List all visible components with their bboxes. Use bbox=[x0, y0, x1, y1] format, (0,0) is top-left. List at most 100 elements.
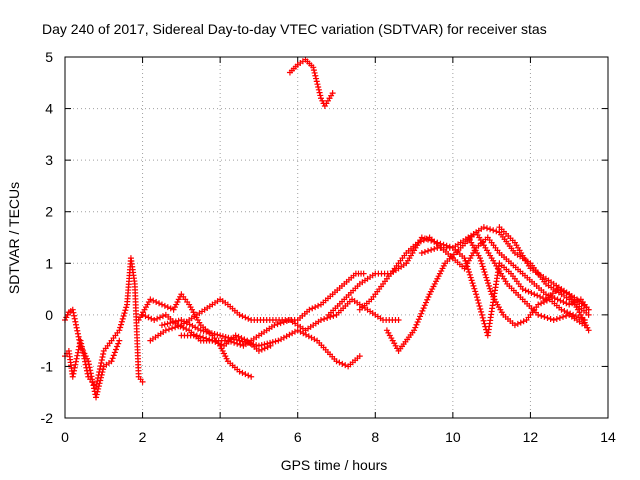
data-point bbox=[172, 318, 179, 325]
data-point bbox=[242, 371, 249, 378]
data-point bbox=[183, 326, 190, 333]
data-point bbox=[428, 237, 435, 244]
data-point bbox=[538, 300, 545, 307]
data-point bbox=[86, 364, 93, 371]
data-point bbox=[245, 372, 252, 379]
data-point bbox=[413, 321, 420, 328]
data-point bbox=[118, 318, 125, 325]
data-point bbox=[164, 304, 171, 311]
data-point bbox=[525, 288, 532, 295]
data-point bbox=[71, 367, 78, 374]
data-point bbox=[511, 322, 518, 329]
data-point bbox=[573, 313, 580, 320]
data-point bbox=[329, 90, 336, 97]
data-point bbox=[336, 359, 343, 366]
data-point bbox=[74, 330, 81, 337]
data-point bbox=[315, 84, 322, 91]
data-point bbox=[514, 320, 521, 327]
data-point bbox=[479, 263, 486, 270]
data-point bbox=[147, 296, 154, 303]
data-point bbox=[482, 271, 489, 278]
data-point bbox=[69, 373, 76, 380]
data-point bbox=[425, 294, 432, 301]
series-trace-g bbox=[178, 296, 402, 349]
data-point bbox=[239, 369, 246, 376]
data-point bbox=[167, 319, 174, 326]
data-point bbox=[418, 249, 425, 256]
data-point bbox=[412, 324, 419, 331]
data-point bbox=[74, 352, 81, 359]
data-point bbox=[483, 274, 490, 281]
data-point bbox=[487, 226, 494, 233]
data-point bbox=[360, 270, 367, 277]
data-point bbox=[477, 257, 484, 264]
data-point bbox=[417, 313, 424, 320]
data-point bbox=[550, 317, 557, 324]
data-point bbox=[162, 327, 169, 334]
data-point bbox=[280, 319, 287, 326]
data-point bbox=[245, 315, 252, 322]
data-point bbox=[228, 338, 235, 345]
data-point bbox=[585, 306, 592, 313]
chart-title: Day 240 of 2017, Sidereal Day-to-day VTE… bbox=[42, 21, 547, 37]
data-point bbox=[148, 315, 155, 322]
data-point bbox=[97, 377, 104, 384]
series-trace-m bbox=[465, 234, 588, 329]
data-point bbox=[151, 317, 158, 324]
data-point bbox=[310, 67, 317, 74]
data-point bbox=[119, 315, 126, 322]
data-point bbox=[118, 321, 125, 328]
data-point bbox=[464, 263, 471, 270]
data-point bbox=[342, 362, 349, 369]
data-point bbox=[267, 339, 274, 346]
data-point bbox=[483, 225, 490, 232]
data-point bbox=[214, 331, 221, 338]
x-tick-label: 0 bbox=[61, 429, 69, 445]
data-point bbox=[544, 314, 551, 321]
data-point bbox=[480, 317, 487, 324]
data-point bbox=[424, 296, 431, 303]
data-point bbox=[206, 336, 213, 343]
data-point bbox=[466, 271, 473, 278]
data-point bbox=[85, 361, 92, 368]
data-point bbox=[306, 306, 313, 313]
data-point bbox=[170, 319, 177, 326]
data-point bbox=[476, 303, 483, 310]
data-point bbox=[477, 305, 484, 312]
data-point bbox=[317, 317, 324, 324]
data-point bbox=[469, 280, 476, 287]
data-point bbox=[541, 298, 548, 305]
series-trace-h bbox=[286, 56, 336, 109]
data-point bbox=[69, 306, 76, 313]
data-point bbox=[312, 72, 319, 79]
data-point bbox=[75, 333, 82, 340]
data-point bbox=[208, 330, 215, 337]
data-point bbox=[73, 324, 80, 331]
y-tick-label: 0 bbox=[45, 307, 53, 323]
data-point bbox=[324, 314, 331, 321]
data-point bbox=[481, 320, 488, 327]
data-point bbox=[158, 301, 165, 308]
data-point bbox=[96, 380, 103, 387]
data-point bbox=[203, 335, 210, 342]
data-point bbox=[200, 334, 207, 341]
data-point bbox=[94, 388, 101, 395]
data-point bbox=[333, 358, 340, 365]
data-point bbox=[142, 313, 149, 320]
data-point bbox=[520, 318, 527, 325]
data-point bbox=[117, 324, 124, 331]
data-point bbox=[480, 266, 487, 273]
data-point bbox=[203, 328, 210, 335]
data-point bbox=[120, 313, 127, 320]
data-point bbox=[420, 305, 427, 312]
data-point bbox=[551, 295, 558, 302]
data-point bbox=[72, 321, 79, 328]
data-point bbox=[473, 291, 480, 298]
data-point bbox=[145, 314, 152, 321]
data-point bbox=[100, 366, 107, 373]
data-point bbox=[217, 332, 224, 339]
data-point bbox=[175, 317, 182, 324]
data-point bbox=[72, 358, 79, 365]
data-point bbox=[570, 311, 577, 318]
data-point bbox=[471, 285, 478, 292]
